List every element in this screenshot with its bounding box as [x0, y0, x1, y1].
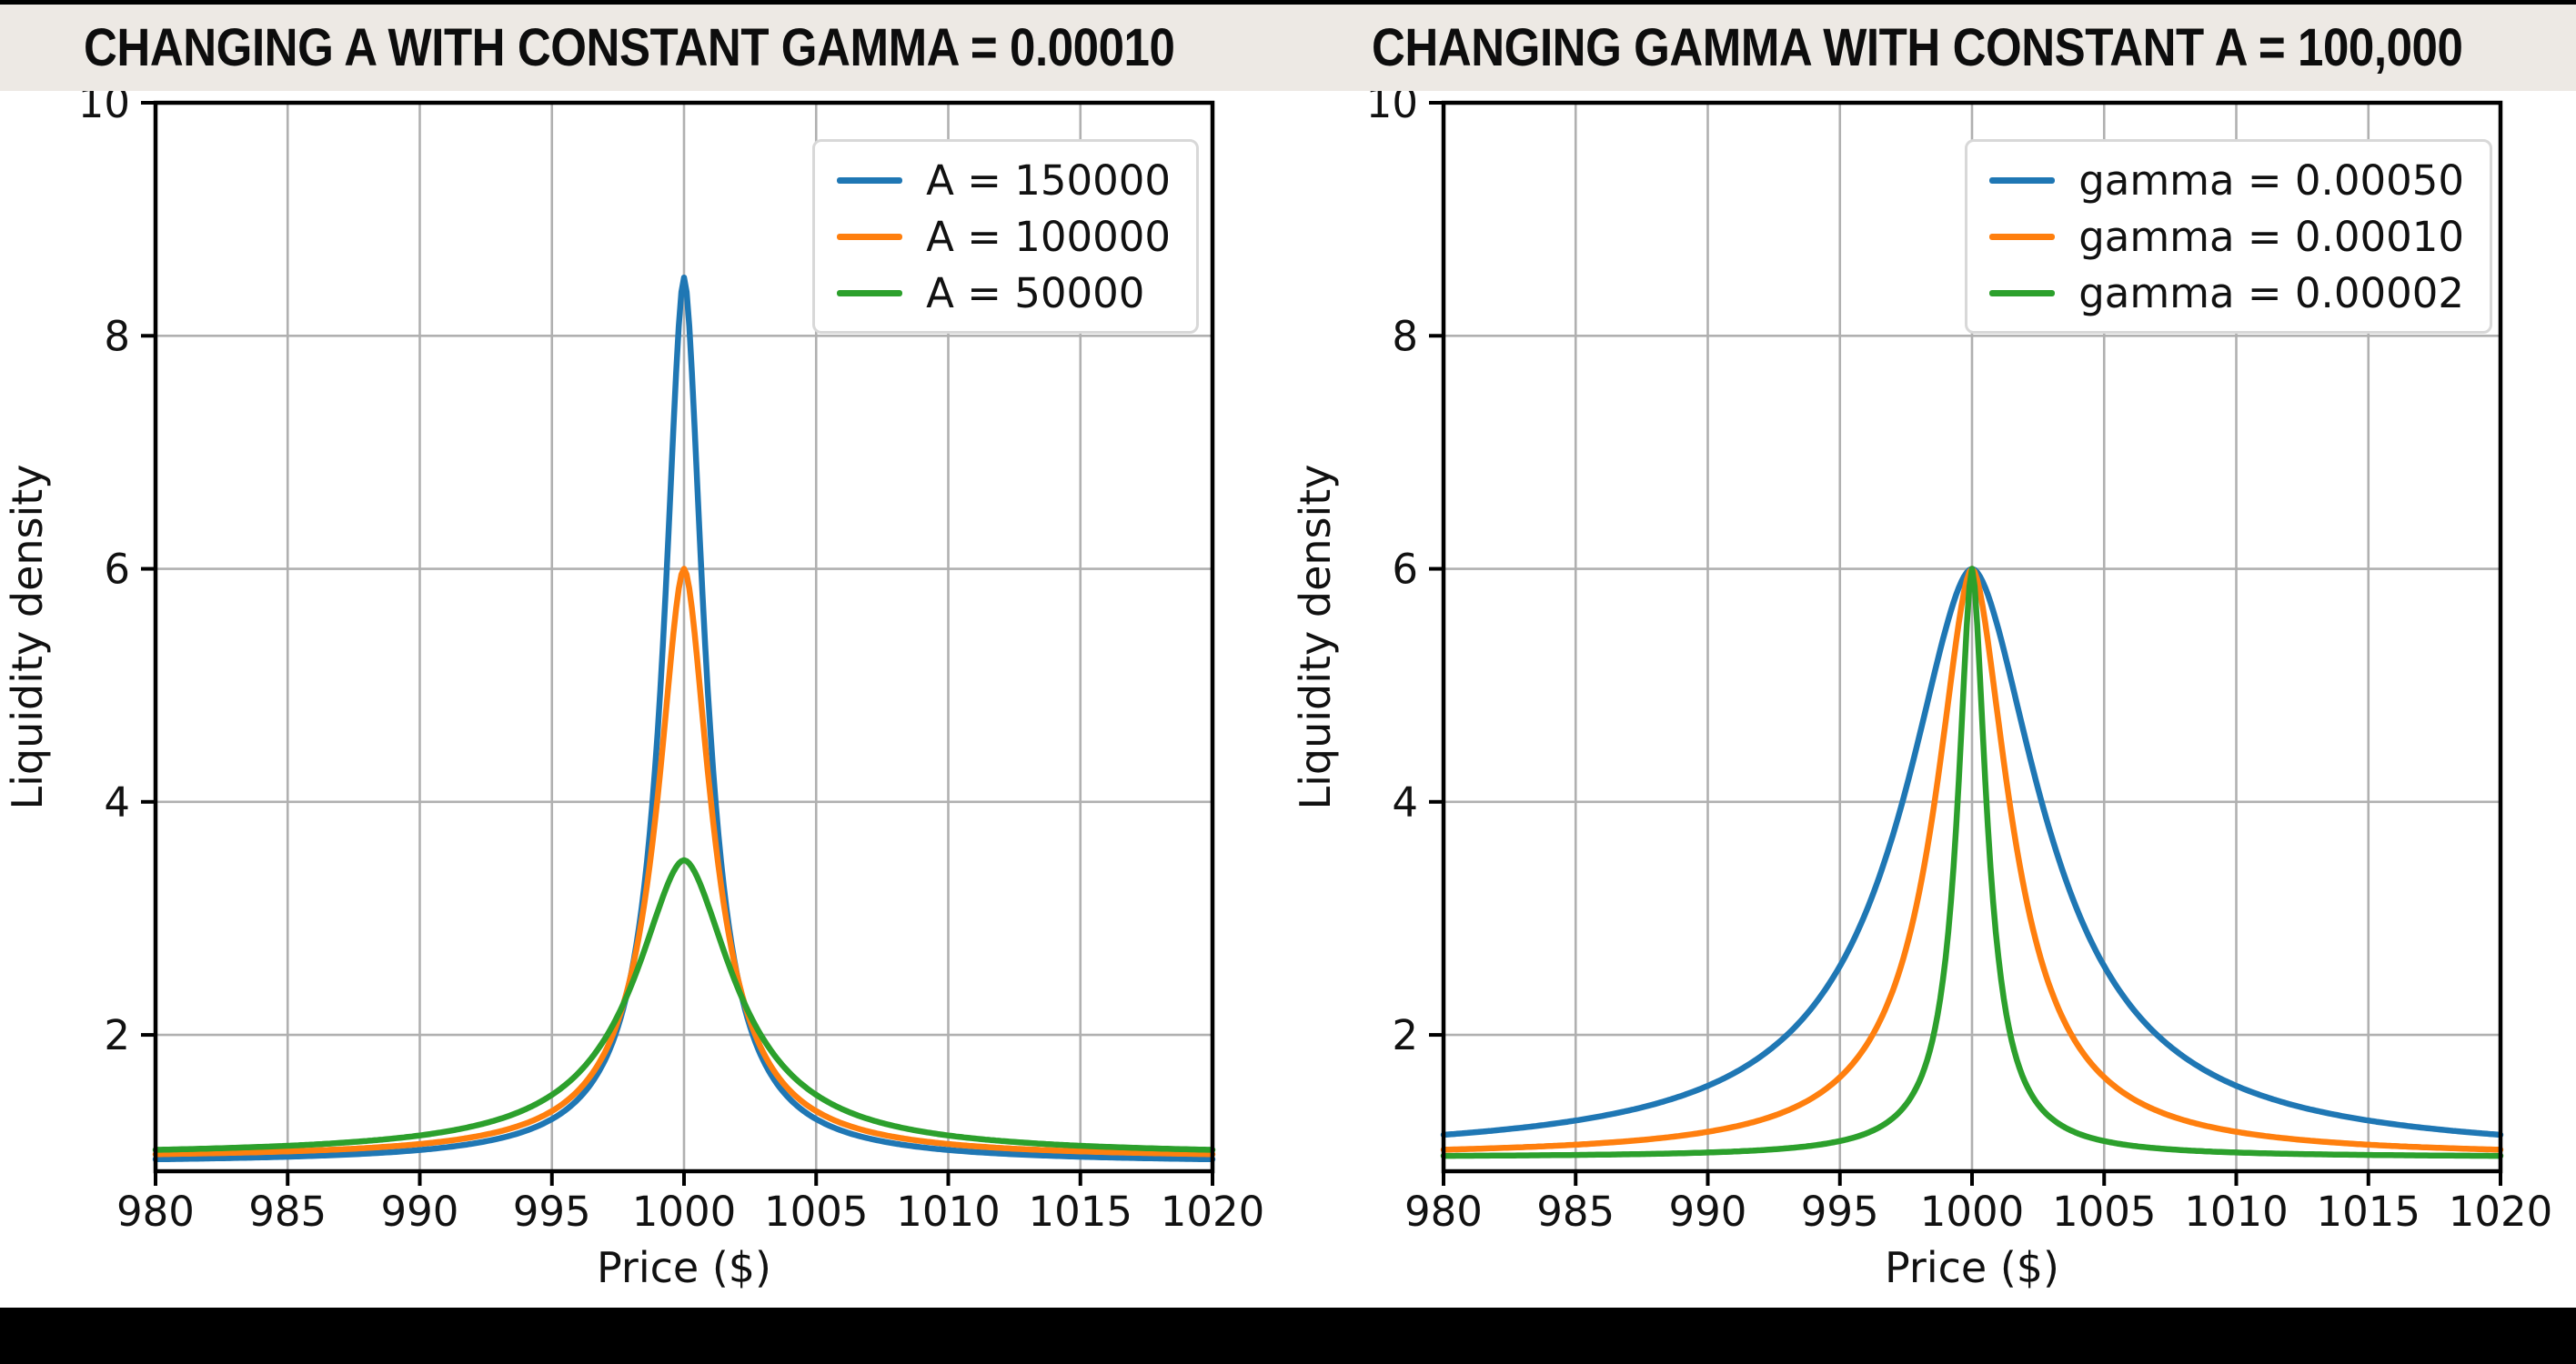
legend-line-swatch: [1989, 176, 2056, 184]
x-tick-label: 1005: [764, 1188, 869, 1236]
x-tick-label: 1015: [2316, 1188, 2420, 1236]
y-tick-label: 4: [104, 778, 130, 827]
y-tick-label: 8: [1392, 312, 1418, 360]
x-tick-label: 990: [381, 1188, 459, 1236]
title-band: CHANGING A WITH CONSTANT GAMMA = 0.00010…: [0, 5, 2576, 91]
x-tick-label: 995: [513, 1188, 591, 1236]
legend-line-swatch: [837, 289, 903, 296]
legend-item: gamma = 0.00002: [1989, 268, 2464, 317]
legend-line-swatch: [1989, 233, 2056, 240]
right-chart-title: CHANGING GAMMA WITH CONSTANT A = 100,000: [1372, 18, 2463, 77]
legend-item: gamma = 0.00050: [1989, 155, 2464, 205]
legend-line-swatch: [837, 233, 903, 240]
x-tick-label: 980: [116, 1188, 195, 1236]
right-chart-plot: 980 985 990 995 1000 1005 1010 1015 1020 2 4 6 8 10 Pr…: [1291, 91, 2553, 1292]
y-axis-label: Liquidity density: [3, 464, 52, 809]
right-chart-panel: 980 985 990 995 1000 1005 1010 1015 1020 2 4 6 8 10 Pr…: [1288, 91, 2576, 1309]
y-tick-label: 8: [104, 312, 130, 360]
legend-label: gamma = 0.00002: [2078, 268, 2464, 317]
x-tick-label: 1000: [632, 1188, 737, 1236]
curve-a-50000: [152, 857, 1216, 1153]
y-tick-label: 6: [1392, 546, 1418, 594]
x-tick-label: 985: [248, 1188, 327, 1236]
x-tick-label: 1010: [2184, 1188, 2289, 1236]
y-tick-label: 2: [104, 1011, 130, 1059]
x-tick-label: 1000: [1920, 1188, 2025, 1236]
left-chart-legend: A = 150000 A = 100000 A = 50000: [812, 139, 1199, 334]
legend-label: gamma = 0.00010: [2078, 212, 2464, 261]
curve-a-150000: [152, 274, 1216, 1163]
x-tick-label: 1010: [896, 1188, 1001, 1236]
left-chart-plot: 980 985 990 995 1000 1005 1010 1015 1020 2 4 6 8 10 Pr…: [3, 91, 1265, 1292]
legend-label: A = 150000: [926, 155, 1171, 205]
left-title-container: CHANGING A WITH CONSTANT GAMMA = 0.00010: [0, 5, 1288, 91]
x-tick-label: 1020: [1161, 1188, 1265, 1236]
legend-line-swatch: [837, 176, 903, 184]
left-chart-title: CHANGING A WITH CONSTANT GAMMA = 0.00010: [84, 18, 1175, 77]
left-chart-panel: 980 985 990 995 1000 1005 1010 1015 1020 2 4 6 8 10 Pr…: [0, 91, 1288, 1309]
top-border-bar: [0, 0, 2576, 5]
x-tick-label: 1015: [1028, 1188, 1132, 1236]
x-tick-label: 990: [1669, 1188, 1747, 1236]
x-axis-label: Price ($): [597, 1243, 771, 1292]
curve-gamma-0-00002: [1440, 566, 2504, 1159]
x-tick-label: 985: [1536, 1188, 1615, 1236]
x-tick-label: 980: [1404, 1188, 1483, 1236]
legend-label: gamma = 0.00050: [2078, 155, 2464, 205]
legend-label: A = 50000: [926, 268, 1145, 317]
right-title-container: CHANGING GAMMA WITH CONSTANT A = 100,000: [1288, 5, 2576, 91]
curve-a-100000: [152, 566, 1216, 1158]
y-tick-label: 2: [1392, 1011, 1418, 1059]
y-tick-label: 6: [104, 546, 130, 594]
bottom-border-bar: [0, 1308, 2576, 1364]
x-axis-label: Price ($): [1885, 1243, 2059, 1292]
y-tick-label: 4: [1392, 778, 1418, 827]
legend-label: A = 100000: [926, 212, 1171, 261]
legend-line-swatch: [1989, 289, 2056, 296]
y-tick-label: 10: [1366, 91, 1418, 127]
x-tick-label: 1005: [2052, 1188, 2157, 1236]
legend-item: A = 50000: [837, 268, 1171, 317]
legend-item: A = 150000: [837, 155, 1171, 205]
y-axis-label: Liquidity density: [1291, 464, 1340, 809]
y-tick-label: 10: [78, 91, 130, 127]
x-tick-label: 995: [1801, 1188, 1879, 1236]
legend-item: A = 100000: [837, 212, 1171, 261]
legend-item: gamma = 0.00010: [1989, 212, 2464, 261]
x-tick-label: 1020: [2449, 1188, 2553, 1236]
right-chart-legend: gamma = 0.00050 gamma = 0.00010 gamma = 0.…: [1965, 139, 2492, 334]
